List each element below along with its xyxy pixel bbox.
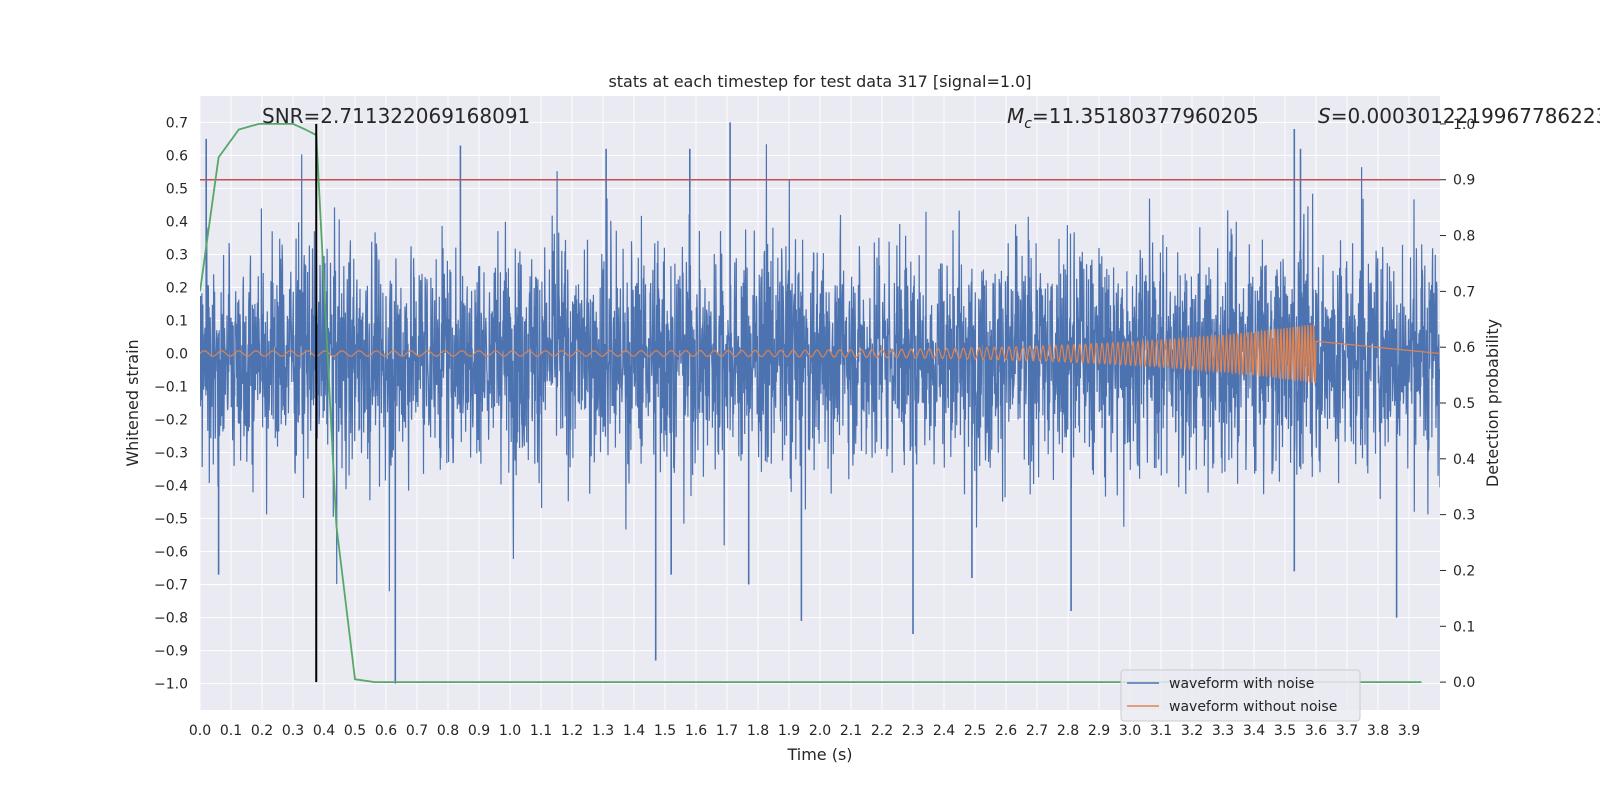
y-tick-label: 0.2 [166,280,188,296]
x-tick-label: 2.3 [902,723,924,739]
x-tick-label: 3.2 [1181,723,1203,739]
x-tick-label: 1.2 [561,723,583,739]
x-tick-label: 0.5 [344,723,366,739]
x-tick-label: 2.8 [1057,723,1079,739]
y-tick-label: 0.7 [166,115,188,131]
y-right-tick-label: 0.1 [1453,619,1475,635]
y-tick-label: 0.6 [166,148,188,164]
legend-entry-clean: waveform without noise [1169,699,1337,715]
chirp-mass-value: =11.35180377960205 [1032,104,1259,128]
snr-annotation: SNR=2.711322069168091 [262,104,530,128]
x-tick-label: 3.9 [1398,723,1420,739]
series-detection-probability [200,123,1422,683]
legend: waveform with noise waveform without noi… [1120,669,1361,722]
x-tick-labels: 0.0 0.1 0.2 0.3 0.4 0.5 0.6 0.7 0.8 0.9 1.0 1.1 1.2 1… [189,723,1420,739]
y-tick-label: −0.1 [154,379,188,395]
y-right-tick-label: 0.8 [1453,229,1475,245]
chart-title: stats at each timestep for test data 317… [608,72,1031,91]
legend-box [1120,669,1361,722]
y-right-tick-label: 0.2 [1453,563,1475,579]
legend-entry-noisy: waveform with noise [1169,676,1314,692]
y-tick-label: −0.2 [154,413,188,429]
y-right-tick-labels: 1.0 0.9 0.8 0.7 0.6 0.5 0.4 0.3 0.2 0.1 0.0 [1440,117,1475,691]
x-tick-label: 2.7 [1026,723,1048,739]
x-tick-label: 2.0 [809,723,831,739]
y-axis-label: Whitened strain [123,339,142,466]
y-tick-labels: 0.7 0.6 0.5 0.4 0.3 0.2 0.1 0.0 −0.1 −0.2 −0.3 −0.4… [154,115,188,692]
x-tick-label: 0.6 [375,723,397,739]
x-tick-label: 1.0 [499,723,521,739]
y-tick-label: −0.7 [154,578,188,594]
y-tick-label: −0.8 [154,611,188,627]
s-annotation: S=0.0003012219967786223 [1318,104,1600,128]
y-right-tick-label: 0.3 [1453,508,1475,524]
y-tick-label: 0.3 [166,247,188,263]
x-tick-label: 2.5 [964,723,986,739]
noise-spikes [205,122,1398,684]
y-right-tick-label: 0.4 [1453,452,1475,468]
x-tick-label: 1.7 [716,723,738,739]
y-tick-label: 0.1 [166,313,188,329]
y-right-tick-label: 0.9 [1453,173,1475,189]
s-value: =0.0003012219967786223 [1331,104,1600,128]
x-tick-label: 0.1 [220,723,242,739]
y-tick-label: 0.0 [166,346,188,362]
y-tick-label: 0.4 [166,214,188,230]
x-tick-label: 3.6 [1305,723,1327,739]
y-right-tick-label: 0.0 [1453,675,1475,691]
x-tick-label: 3.3 [1212,723,1234,739]
x-tick-label: 1.9 [778,723,800,739]
x-axis-label: Time (s) [786,745,852,764]
x-tick-label: 3.1 [1150,723,1172,739]
y-tick-label: −0.5 [154,512,188,528]
chirp-mass-annotation: Mc=11.35180377960205 [1007,104,1259,132]
x-tick-label: 3.0 [1119,723,1141,739]
y-tick-label: 0.5 [166,181,188,197]
x-tick-label: 1.5 [654,723,676,739]
x-tick-label: 1.3 [592,723,614,739]
x-tick-label: 1.4 [623,723,645,739]
x-tick-label: 3.7 [1336,723,1358,739]
x-tick-label: 0.2 [251,723,273,739]
x-tick-label: 1.1 [530,723,552,739]
y-right-tick-label: 0.5 [1453,396,1475,412]
x-tick-label: 1.6 [685,723,707,739]
x-tick-label: 2.4 [933,723,955,739]
x-tick-label: 3.8 [1367,723,1389,739]
x-tick-label: 3.4 [1243,723,1265,739]
x-tick-label: 0.4 [313,723,335,739]
s-symbol: S [1318,104,1331,128]
x-tick-label: 0.9 [468,723,490,739]
x-tick-label: 2.6 [995,723,1017,739]
series-waveform-without-noise [200,324,1440,384]
y-right-axis-label: Detection probability [1483,319,1502,487]
chirp-mass-subscript: c [1024,116,1032,132]
y-right-tick-label: 0.6 [1453,340,1475,356]
y-tick-label: −0.4 [154,479,188,495]
x-tick-label: 0.3 [282,723,304,739]
x-tick-label: 1.8 [747,723,769,739]
y-right-tick-label: 0.7 [1453,284,1475,300]
y-tick-label: −0.9 [154,644,188,660]
x-tick-label: 0.0 [189,723,211,739]
y-tick-label: −1.0 [154,677,188,693]
chirp-mass-symbol: M [1007,104,1024,128]
x-tick-label: 0.8 [437,723,459,739]
x-tick-label: 2.1 [840,723,862,739]
y-tick-label: −0.3 [154,446,188,462]
y-right-tick-label: 1.0 [1453,117,1475,133]
x-tick-label: 3.5 [1274,723,1296,739]
y-tick-label: −0.6 [154,545,188,561]
x-tick-label: 2.9 [1088,723,1110,739]
x-tick-label: 0.7 [406,723,428,739]
x-tick-label: 2.2 [871,723,893,739]
